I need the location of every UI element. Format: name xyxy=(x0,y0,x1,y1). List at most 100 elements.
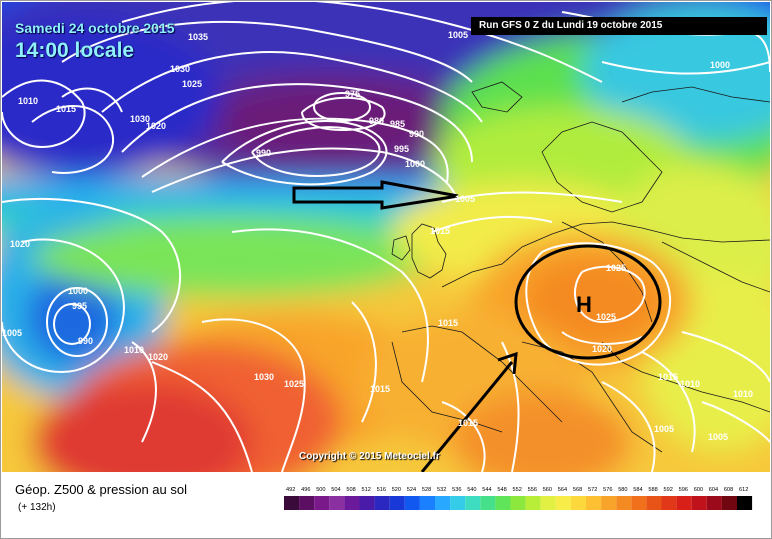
scale-tick-label: 580 xyxy=(618,487,627,493)
pressure-label: 1020 xyxy=(592,344,612,354)
scale-tick-label: 516 xyxy=(377,487,386,493)
scale-tick-label: 608 xyxy=(724,487,733,493)
pressure-label: 1000 xyxy=(68,286,88,296)
legend-footer: Géop. Z500 & pression au sol (+ 132h) 49… xyxy=(2,473,770,537)
scale-tick-label: 588 xyxy=(648,487,657,493)
pressure-label: 1015 xyxy=(370,384,390,394)
scale-swatch xyxy=(691,496,707,510)
color-scale: 492 496 500 504 508 512 516 520 524 528 532 536 540 5… xyxy=(284,487,753,510)
scale-swatch xyxy=(601,496,617,510)
scale-tick-label: 584 xyxy=(633,487,642,493)
scale-swatch xyxy=(359,496,375,510)
scale-tick-label: 592 xyxy=(664,487,673,493)
scale-tick-label: 528 xyxy=(422,487,431,493)
weather-map: 1035 1005 1000 1030 1025 1010 1015 1030 … xyxy=(2,2,770,472)
high-pressure-marker: H xyxy=(576,292,592,317)
scale-swatch xyxy=(299,496,315,510)
scale-tick-label: 564 xyxy=(558,487,567,493)
pressure-label: 1000 xyxy=(710,60,730,70)
scale-tick-label: 532 xyxy=(437,487,446,493)
pressure-label: 1010 xyxy=(733,389,753,399)
pressure-label: 980 xyxy=(369,116,384,126)
pressure-label: 1020 xyxy=(10,239,30,249)
scale-tick-label: 560 xyxy=(543,487,552,493)
pressure-label: 990 xyxy=(256,148,271,158)
pressure-label: 1025 xyxy=(284,379,304,389)
scale-tick-label: 556 xyxy=(528,487,537,493)
scale-swatch xyxy=(450,496,466,510)
pressure-label: 1005 xyxy=(654,424,674,434)
scale-swatch xyxy=(646,496,662,510)
pressure-label: 1015 xyxy=(430,226,450,236)
pressure-label: 1005 xyxy=(455,194,475,204)
forecast-time: 14:00 locale xyxy=(15,39,135,62)
map-canvas: 1035 1005 1000 1030 1025 1010 1015 1030 … xyxy=(2,2,770,472)
scale-tick-label: 544 xyxy=(482,487,491,493)
scale-swatch xyxy=(555,496,571,510)
scale-swatch xyxy=(510,496,526,510)
scale-tick-label: 552 xyxy=(513,487,522,493)
scale-swatch xyxy=(721,496,737,510)
pressure-label: 1010 xyxy=(680,379,700,389)
scale-swatch xyxy=(389,496,405,510)
scale-swatch xyxy=(661,496,677,510)
isobars xyxy=(2,2,770,472)
scale-tick-label: 500 xyxy=(316,487,325,493)
forecast-date: Samedi 24 octobre 2015 xyxy=(15,20,175,36)
pressure-label: 1030 xyxy=(170,64,190,74)
pressure-label: 1005 xyxy=(708,432,728,442)
pressure-label: 1005 xyxy=(2,328,22,338)
pressure-label: 1020 xyxy=(148,352,168,362)
pressure-label: 1015 xyxy=(56,104,76,114)
pressure-label: 1005 xyxy=(448,30,468,40)
pressure-label: 1025 xyxy=(182,79,202,89)
scale-swatch xyxy=(314,496,330,510)
scale-tick-label: 496 xyxy=(301,487,310,493)
scale-swatch xyxy=(540,496,556,510)
coastlines xyxy=(391,81,770,453)
scale-swatch xyxy=(344,496,360,510)
scale-swatch xyxy=(586,496,602,510)
scale-swatch xyxy=(404,496,420,510)
scale-tick-label: 600 xyxy=(694,487,703,493)
scale-swatch xyxy=(631,496,647,510)
scale-swatch xyxy=(676,496,692,510)
scale-tick-label: 604 xyxy=(709,487,718,493)
scale-tick-label: 512 xyxy=(362,487,371,493)
scale-tick-label: 572 xyxy=(588,487,597,493)
scale-swatch xyxy=(495,496,511,510)
pressure-label: 1010 xyxy=(18,96,38,106)
pressure-label: 1035 xyxy=(188,32,208,42)
pressure-label: 1025 xyxy=(606,263,626,273)
scale-swatch xyxy=(465,496,481,510)
pressure-label: 1025 xyxy=(596,312,616,322)
scale-swatch xyxy=(525,496,541,510)
scale-swatch xyxy=(329,496,345,510)
scale-tick-label: 492 xyxy=(286,487,295,493)
scale-tick-label: 508 xyxy=(346,487,355,493)
scale-swatch xyxy=(480,496,496,510)
scale-tick-label: 520 xyxy=(392,487,401,493)
scale-swatch xyxy=(706,496,722,510)
product-title: Géop. Z500 & pression au sol xyxy=(15,482,187,497)
pressure-label: 1030 xyxy=(254,372,274,382)
scale-tick-label: 596 xyxy=(679,487,688,493)
scale-tick-label: 540 xyxy=(467,487,476,493)
pressure-label: 985 xyxy=(390,119,405,129)
pressure-label: 995 xyxy=(394,144,409,154)
scale-tick-label: 504 xyxy=(331,487,340,493)
scale-swatch xyxy=(737,496,753,510)
scale-tick-label: 548 xyxy=(497,487,506,493)
scale-swatch xyxy=(435,496,451,510)
pressure-label: 975 xyxy=(345,89,360,99)
copyright-notice: Copyright © 2015 Meteociel.fr xyxy=(299,451,440,462)
pressure-label: 995 xyxy=(72,301,87,311)
model-run-label: Run GFS 0 Z du Lundi 19 octobre 2015 xyxy=(471,17,767,35)
pressure-label: 1030 xyxy=(130,114,150,124)
scale-swatch xyxy=(284,496,300,510)
scale-swatch xyxy=(570,496,586,510)
pressure-label: 990 xyxy=(409,129,424,139)
lead-time: (+ 132h) xyxy=(18,502,56,513)
pressure-labels: 1035 1005 1000 1030 1025 1010 1015 1030 … xyxy=(2,30,753,442)
